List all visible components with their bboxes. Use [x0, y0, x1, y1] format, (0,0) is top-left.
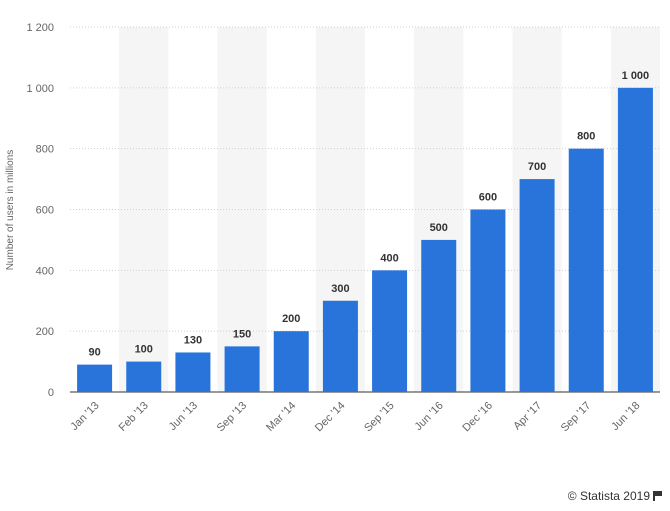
y-tick-label: 1 200 — [26, 22, 54, 34]
bars — [77, 87, 653, 393]
x-tick-label: Jun '13 — [167, 400, 200, 433]
x-tick-label: Mar '14 — [264, 400, 298, 434]
data-label: 200 — [282, 313, 300, 325]
data-label: 100 — [135, 344, 153, 356]
x-tick-label: Jun '16 — [413, 400, 446, 433]
data-labels: 90 100 130 150 200 300 400 500 600 700 800 1 000 — [88, 70, 649, 359]
x-tick-label: Sep '17 — [559, 400, 594, 435]
y-tick-label: 600 — [36, 205, 54, 217]
bar[interactable] — [126, 361, 162, 392]
bar[interactable] — [322, 300, 358, 392]
y-tick-label: 0 — [48, 387, 54, 399]
x-tick-label: Dec '16 — [460, 400, 495, 435]
bar[interactable] — [617, 87, 653, 392]
x-axis-ticks: Jan '13 Feb '13 Jun '13 Sep '13 Mar '14 Dec '… — [68, 400, 642, 435]
bar[interactable] — [372, 270, 408, 392]
data-label: 400 — [380, 252, 398, 264]
data-label: 800 — [577, 131, 595, 143]
x-tick-label: Jun '18 — [609, 400, 642, 433]
x-tick-label: Feb '13 — [117, 400, 151, 434]
y-tick-label: 200 — [36, 326, 54, 338]
data-label: 90 — [88, 347, 100, 359]
credit-text: © Statista 2019 — [567, 489, 650, 503]
y-tick-label: 400 — [36, 265, 54, 277]
x-tick-label: Apr '17 — [511, 400, 544, 433]
bar[interactable] — [273, 331, 309, 392]
data-label: 300 — [331, 283, 349, 295]
y-axis-label: Number of users in millions — [5, 150, 16, 271]
flag-icon[interactable] — [653, 491, 662, 501]
y-axis-ticks: 0 200 400 600 800 1 000 1 200 — [26, 22, 54, 399]
y-tick-label: 800 — [36, 144, 54, 156]
data-label: 1 000 — [622, 70, 650, 82]
x-tick-label: Jan '13 — [68, 400, 101, 433]
bar[interactable] — [175, 352, 211, 392]
bar[interactable] — [470, 209, 506, 393]
data-label: 150 — [233, 328, 251, 340]
bar[interactable] — [77, 364, 113, 392]
data-label: 600 — [479, 192, 497, 204]
x-tick-label: Sep '13 — [215, 400, 250, 435]
bar[interactable] — [519, 179, 555, 392]
data-label: 700 — [528, 161, 546, 173]
statista-credit[interactable]: © Statista 2019 — [568, 489, 662, 503]
x-tick-label: Dec '14 — [313, 400, 348, 435]
band — [217, 27, 267, 392]
y-tick-label: 1 000 — [26, 83, 54, 95]
bar[interactable] — [568, 148, 604, 392]
bar[interactable] — [224, 346, 260, 392]
x-tick-label: Sep '15 — [362, 400, 397, 435]
data-label: 500 — [430, 222, 448, 234]
gridlines — [70, 26, 660, 393]
bar[interactable] — [421, 239, 457, 392]
data-label: 130 — [184, 334, 202, 346]
